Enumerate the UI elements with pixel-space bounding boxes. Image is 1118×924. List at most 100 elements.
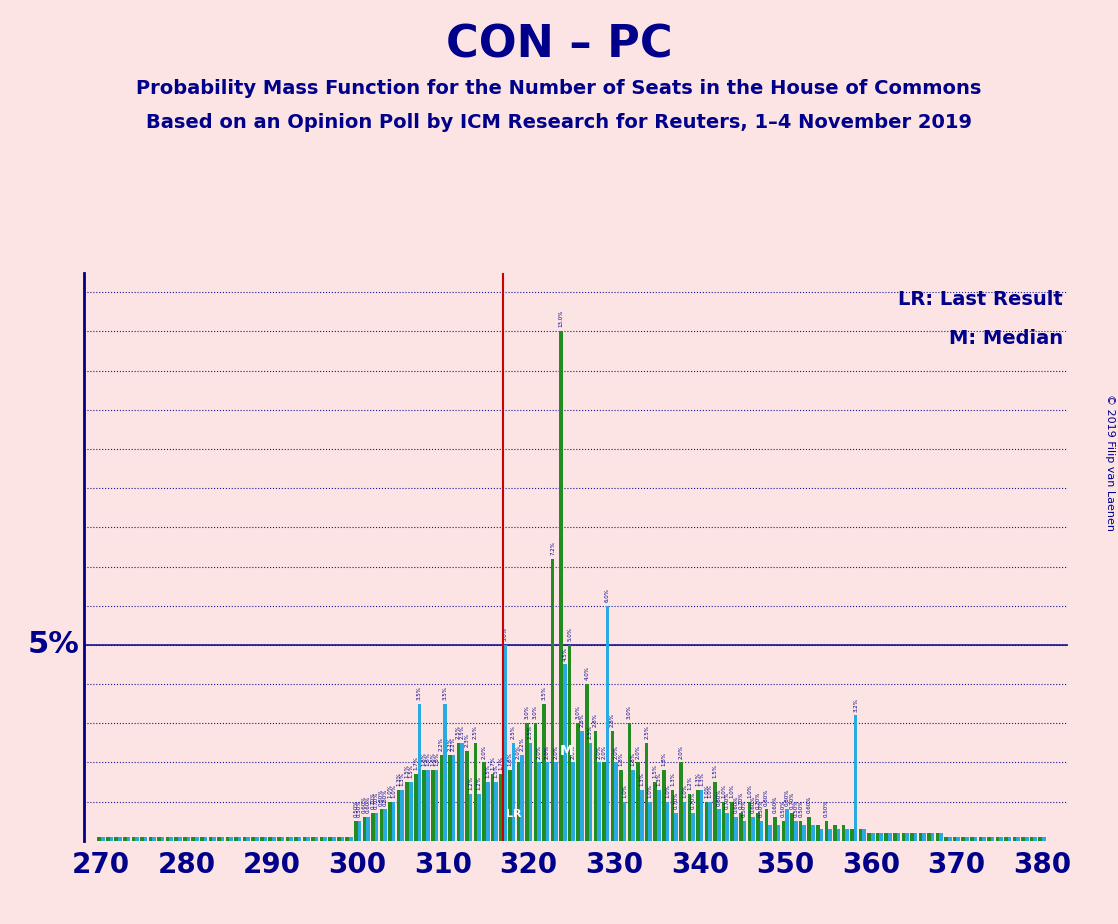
Text: 2.0%: 2.0% [679,745,683,759]
Text: 2.5%: 2.5% [459,725,465,739]
Bar [799,821,803,841]
Bar [220,837,225,841]
Bar [97,837,101,841]
Text: 3.0%: 3.0% [533,706,538,720]
Bar [571,762,575,841]
Bar [110,837,113,841]
Bar [195,837,199,841]
Bar [585,684,588,841]
Bar [546,762,549,841]
Bar [697,790,700,841]
Bar [217,837,220,841]
Bar [383,809,387,841]
Bar [559,332,563,841]
Text: 1.0%: 1.0% [391,784,396,797]
Bar [662,771,665,841]
Text: 6.0%: 6.0% [605,588,610,602]
Bar [243,837,246,841]
Bar [226,837,229,841]
Bar [203,837,207,841]
Bar [259,837,264,841]
Text: 2.5%: 2.5% [511,725,515,739]
Bar [520,755,523,841]
Bar [974,837,977,841]
Bar [1039,837,1042,841]
Bar [533,723,538,841]
Text: 2.0%: 2.0% [537,745,541,759]
Bar [704,802,709,841]
Bar [158,837,161,841]
Text: 3.5%: 3.5% [417,686,421,699]
Bar [765,809,768,841]
Bar [594,731,597,841]
Bar [871,833,874,841]
Text: 1.8%: 1.8% [430,752,435,766]
Bar [580,731,584,841]
Text: 2.0%: 2.0% [553,745,559,759]
Bar [987,837,991,841]
Text: 0.50%: 0.50% [353,800,358,818]
Bar [606,606,609,841]
Bar [982,837,986,841]
Bar [953,837,957,841]
Bar [512,743,515,841]
Bar [200,837,203,841]
Bar [406,782,409,841]
Text: 0.60%: 0.60% [750,796,756,813]
Text: 0.50%: 0.50% [742,800,747,818]
Text: 1.8%: 1.8% [618,752,624,766]
Bar [477,794,481,841]
Text: M: Median: M: Median [949,329,1063,348]
Bar [400,790,404,841]
Bar [132,837,135,841]
Bar [777,825,780,841]
Bar [423,771,426,841]
Bar [901,833,906,841]
Bar [961,837,965,841]
Text: 0.50%: 0.50% [794,800,798,818]
Bar [927,833,931,841]
Bar [391,802,396,841]
Text: 2.0%: 2.0% [482,745,486,759]
Bar [1004,837,1007,841]
Bar [768,825,771,841]
Bar [936,833,939,841]
Bar [888,833,892,841]
Bar [906,833,909,841]
Text: 4.0%: 4.0% [585,666,589,680]
Bar [671,790,674,841]
Text: 0.80%: 0.80% [379,788,383,806]
Bar [739,813,742,841]
Text: 1.2%: 1.2% [686,776,692,790]
Bar [1022,837,1025,841]
Bar [679,762,683,841]
Text: 1.0%: 1.0% [682,784,686,797]
Bar [999,837,1003,841]
Bar [152,837,155,841]
Text: Based on an Opinion Poll by ICM Research for Reuters, 1–4 November 2019: Based on an Opinion Poll by ICM Research… [146,113,972,132]
Bar [897,833,900,841]
Text: 0.70%: 0.70% [738,792,743,809]
Text: 1.0%: 1.0% [665,784,670,797]
Text: 0.60%: 0.60% [366,796,370,813]
Bar [517,762,520,841]
Text: 13.0%: 13.0% [559,310,563,327]
Text: 1.8%: 1.8% [508,752,512,766]
Text: 1.0%: 1.0% [730,784,735,797]
Text: 1.2%: 1.2% [468,776,473,790]
Text: 2.5%: 2.5% [528,725,533,739]
Bar [170,837,173,841]
Bar [811,825,815,841]
Bar [229,837,233,841]
Text: 1.3%: 1.3% [639,772,644,786]
Bar [149,837,152,841]
Bar [632,771,635,841]
Text: 1.3%: 1.3% [699,772,704,786]
Bar [722,802,726,841]
Text: 0.70%: 0.70% [375,792,379,809]
Text: 3.0%: 3.0% [524,706,530,720]
Text: 3.0%: 3.0% [576,706,580,720]
Bar [409,782,413,841]
Bar [700,790,703,841]
Bar [563,664,567,841]
